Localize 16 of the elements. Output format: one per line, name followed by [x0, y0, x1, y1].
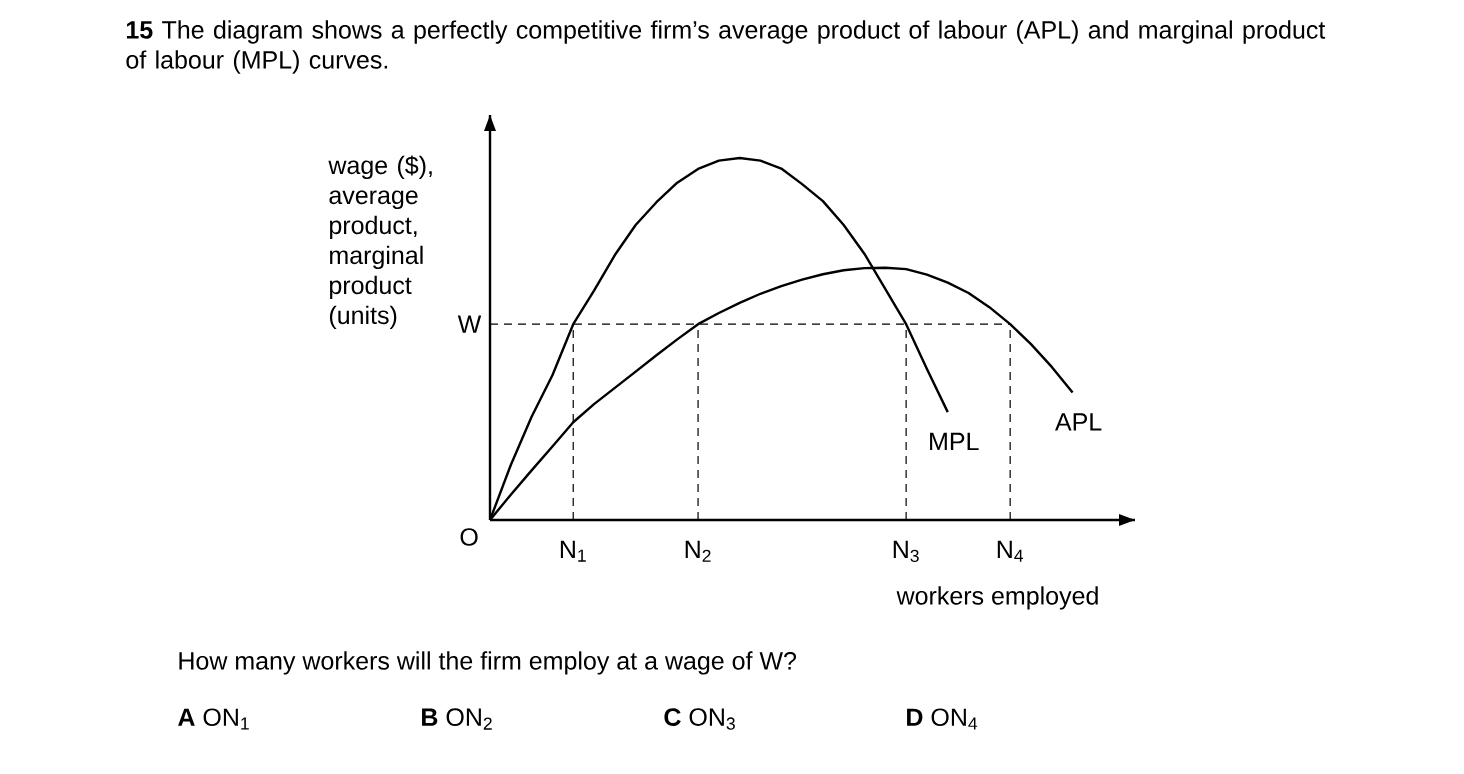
text: C ON$_{3}$: [664, 708, 735, 730]
series-label: APL: [1055, 413, 1102, 431]
x-axis-title: workers employed: [896, 586, 1098, 610]
x-tick-label: N$_{1}$: [560, 540, 586, 562]
chart-title: 15 The diagram shows a perfectly competitive firm’s average product of labour (APL) and marginal product of labour (MPL) curves.: [126, 20, 1326, 74]
x-tick-label: N$_{2}$: [685, 540, 711, 562]
text: A ON$_{1}$: [178, 708, 249, 730]
series-label: MPL: [930, 432, 979, 451]
ref-line-label: W: [457, 315, 482, 333]
text: O: [460, 528, 478, 546]
x-tick-label: N$_{4}$: [997, 540, 1024, 562]
text: B ON$_{2}$: [422, 708, 492, 730]
text: How many workers will the firm employ at a wage of W?: [179, 651, 797, 675]
x-tick-label: N$_{3}$: [893, 540, 919, 563]
text: D ON$_{4}$: [907, 708, 978, 730]
y-axis-title: wage ($), average product, marginal product (units): [328, 155, 432, 330]
